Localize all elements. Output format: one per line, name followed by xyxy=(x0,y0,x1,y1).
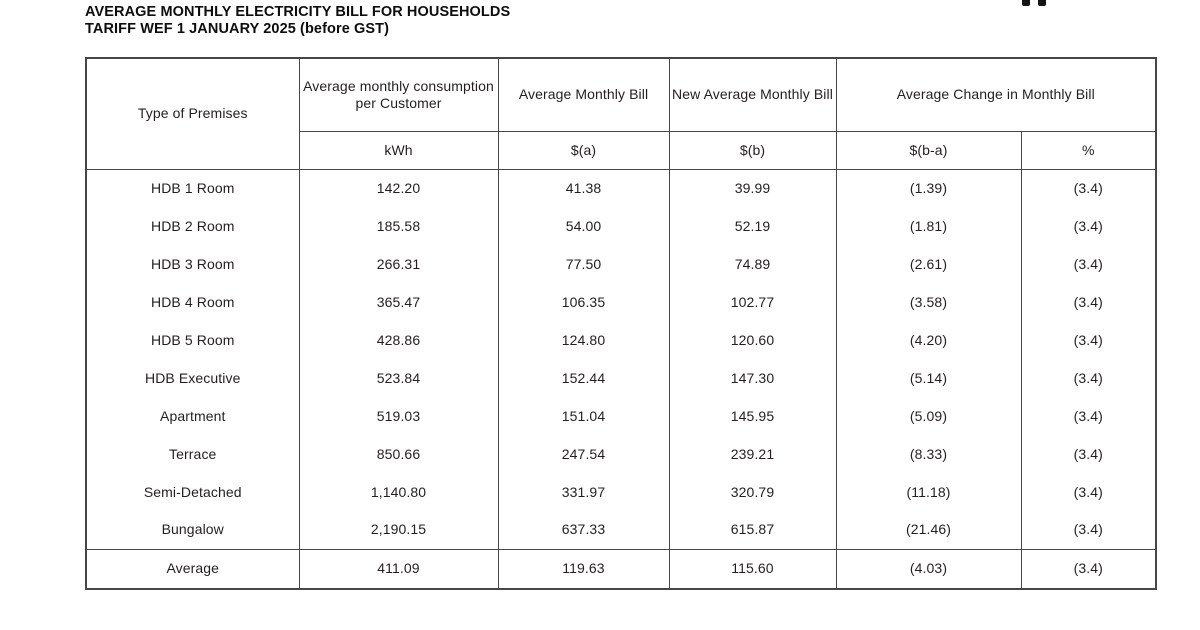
cell-kwh: 1,140.80 xyxy=(298,473,499,511)
cell-premises: HDB 3 Room xyxy=(85,245,300,283)
unit-change: $(b-a) xyxy=(835,131,1022,170)
cell-bill-a: 151.04 xyxy=(497,397,670,435)
unit-bill-b: $(b) xyxy=(668,131,837,170)
table-row: Semi-Detached 1,140.80 331.97 320.79 (11… xyxy=(85,473,1157,511)
header-avg-change-group: Average Change in Monthly Bill xyxy=(835,58,1157,132)
unit-percent: % xyxy=(1020,131,1157,170)
cell-change: (3.58) xyxy=(835,283,1022,321)
cell-bill-a: 331.97 xyxy=(497,473,670,511)
cell-bill-a: 637.33 xyxy=(497,511,670,549)
cell-bill-a: 41.38 xyxy=(497,169,670,207)
cell-pct: (3.4) xyxy=(1020,397,1157,435)
cell-change: (5.14) xyxy=(835,359,1022,397)
table-row: HDB 1 Room 142.20 41.38 39.99 (1.39) (3.… xyxy=(85,169,1157,207)
table-row: HDB 3 Room 266.31 77.50 74.89 (2.61) (3.… xyxy=(85,245,1157,283)
cell-bill-b: 145.95 xyxy=(668,397,837,435)
cell-bill-a: 247.54 xyxy=(497,435,670,473)
cell-bill-a: 77.50 xyxy=(497,245,670,283)
cell-kwh: 523.84 xyxy=(298,359,499,397)
cell-premises: Average xyxy=(85,548,300,589)
cell-bill-b: 615.87 xyxy=(668,511,837,549)
cell-change: (1.39) xyxy=(835,169,1022,207)
cell-bill-b: 239.21 xyxy=(668,435,837,473)
cropped-logo-remnant-icon xyxy=(1022,0,1030,6)
cropped-logo-remnant-icon xyxy=(1038,0,1046,6)
cell-change: (4.03) xyxy=(835,548,1022,589)
header-new-avg-monthly-bill: New Average Monthly Bill xyxy=(668,58,837,132)
cell-bill-b: 115.60 xyxy=(668,548,837,589)
cell-change: (4.20) xyxy=(835,321,1022,359)
cell-bill-a: 106.35 xyxy=(497,283,670,321)
page-title: AVERAGE MONTHLY ELECTRICITY BILL FOR HOU… xyxy=(85,4,510,37)
electricity-tariff-table: Type of Premises Average monthly consump… xyxy=(85,57,1158,590)
cell-bill-a: 124.80 xyxy=(497,321,670,359)
cell-kwh: 142.20 xyxy=(298,169,499,207)
cell-premises: Bungalow xyxy=(85,511,300,549)
title-line-2: TARIFF WEF 1 JANUARY 2025 (before GST) xyxy=(85,20,390,37)
cell-premises: HDB 5 Room xyxy=(85,321,300,359)
cell-kwh: 365.47 xyxy=(298,283,499,321)
title-line-1: AVERAGE MONTHLY ELECTRICITY BILL FOR HOU… xyxy=(85,4,511,20)
cell-bill-b: 74.89 xyxy=(668,245,837,283)
table-row: HDB 2 Room 185.58 54.00 52.19 (1.81) (3.… xyxy=(85,207,1157,245)
cell-kwh: 411.09 xyxy=(298,548,499,589)
cell-change: (11.18) xyxy=(835,473,1022,511)
table-row-average: Average 411.09 119.63 115.60 (4.03) (3.4… xyxy=(85,548,1157,589)
cell-kwh: 185.58 xyxy=(298,207,499,245)
cell-premises: HDB 1 Room xyxy=(85,169,300,207)
cell-change: (8.33) xyxy=(835,435,1022,473)
header-avg-monthly-bill: Average Monthly Bill xyxy=(497,58,670,132)
cell-bill-a: 152.44 xyxy=(497,359,670,397)
cell-bill-b: 147.30 xyxy=(668,359,837,397)
cell-pct: (3.4) xyxy=(1020,511,1157,549)
cell-pct: (3.4) xyxy=(1020,321,1157,359)
cell-bill-a: 119.63 xyxy=(497,548,670,589)
cell-pct: (3.4) xyxy=(1020,473,1157,511)
cell-kwh: 428.86 xyxy=(298,321,499,359)
cell-premises: Terrace xyxy=(85,435,300,473)
cell-change: (21.46) xyxy=(835,511,1022,549)
cell-bill-b: 52.19 xyxy=(668,207,837,245)
cell-bill-b: 120.60 xyxy=(668,321,837,359)
cell-pct: (3.4) xyxy=(1020,548,1157,589)
cell-pct: (3.4) xyxy=(1020,245,1157,283)
table-row: Bungalow 2,190.15 637.33 615.87 (21.46) … xyxy=(85,511,1157,549)
cell-premises: HDB 4 Room xyxy=(85,283,300,321)
cell-pct: (3.4) xyxy=(1020,283,1157,321)
cell-bill-b: 39.99 xyxy=(668,169,837,207)
cell-pct: (3.4) xyxy=(1020,435,1157,473)
cell-change: (5.09) xyxy=(835,397,1022,435)
cell-premises: HDB Executive xyxy=(85,359,300,397)
unit-kwh: kWh xyxy=(298,131,499,170)
cell-premises: Semi-Detached xyxy=(85,473,300,511)
header-avg-consumption: Average monthly consumption per Customer xyxy=(298,58,499,132)
cell-kwh: 2,190.15 xyxy=(298,511,499,549)
cell-change: (2.61) xyxy=(835,245,1022,283)
table-row: HDB 5 Room 428.86 124.80 120.60 (4.20) (… xyxy=(85,321,1157,359)
table-row: HDB Executive 523.84 152.44 147.30 (5.14… xyxy=(85,359,1157,397)
cell-pct: (3.4) xyxy=(1020,207,1157,245)
table-row: Terrace 850.66 247.54 239.21 (8.33) (3.4… xyxy=(85,435,1157,473)
cell-premises: Apartment xyxy=(85,397,300,435)
unit-bill-a: $(a) xyxy=(497,131,670,170)
cell-kwh: 519.03 xyxy=(298,397,499,435)
table-row: Apartment 519.03 151.04 145.95 (5.09) (3… xyxy=(85,397,1157,435)
header-type-of-premises: Type of Premises xyxy=(85,58,300,170)
cell-kwh: 850.66 xyxy=(298,435,499,473)
cell-bill-b: 102.77 xyxy=(668,283,837,321)
cell-bill-b: 320.79 xyxy=(668,473,837,511)
table-row: HDB 4 Room 365.47 106.35 102.77 (3.58) (… xyxy=(85,283,1157,321)
cell-bill-a: 54.00 xyxy=(497,207,670,245)
cell-premises: HDB 2 Room xyxy=(85,207,300,245)
cell-pct: (3.4) xyxy=(1020,359,1157,397)
cell-change: (1.81) xyxy=(835,207,1022,245)
cell-kwh: 266.31 xyxy=(298,245,499,283)
cell-pct: (3.4) xyxy=(1020,169,1157,207)
